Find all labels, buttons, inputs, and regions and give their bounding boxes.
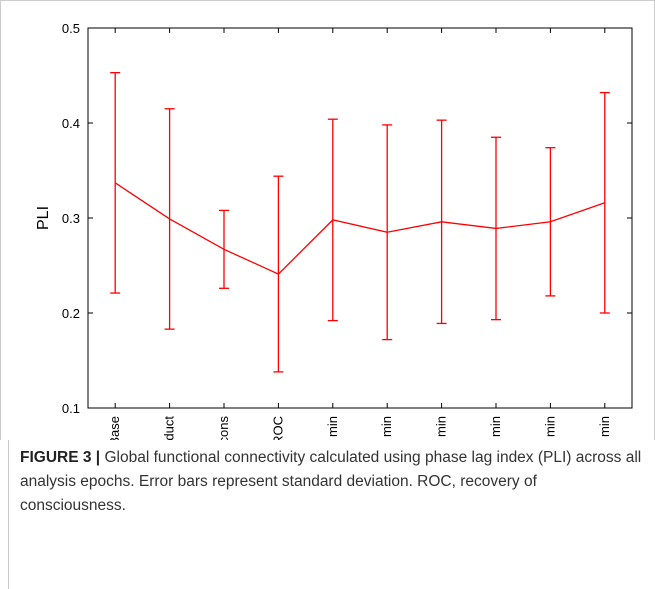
x-tick-label: 180 min: [597, 416, 612, 440]
x-tick-label: 60 min: [379, 416, 394, 440]
error-bar: [436, 119, 447, 325]
chart: PLI 0.1 0.2 0.3 0.4 0.5 Base Induct Uncons Pre-R…: [0, 0, 655, 440]
y-tick-label: 0.2: [62, 306, 80, 321]
x-tick-label: Uncons: [216, 416, 231, 441]
error-bar: [164, 108, 175, 330]
caption-rule: [8, 440, 9, 589]
x-tick-label: 90 min: [434, 416, 449, 440]
y-axis-label: PLI: [35, 206, 52, 230]
error-bar: [219, 209, 229, 289]
y-tick-label: 0.1: [62, 401, 80, 416]
x-tick-label: 30 min: [325, 416, 340, 440]
y-tick-label: 0.4: [62, 116, 80, 131]
x-tick-label: Induct: [162, 416, 177, 440]
error-bar: [110, 72, 121, 294]
x-tick-label: Base: [107, 416, 122, 440]
y-tick-label: 0.3: [62, 211, 80, 226]
error-bar: [327, 118, 338, 322]
y-tick-label: 0.5: [62, 21, 80, 36]
error-bar: [599, 91, 610, 314]
caption: FIGURE 3 | Global functional connectivit…: [20, 446, 645, 518]
x-tick-label: 120 min: [488, 416, 503, 440]
caption-text: Global functional connectivity calculate…: [20, 449, 642, 514]
error-bar: [382, 124, 393, 341]
error-bar: [545, 147, 556, 297]
series-line: [114, 182, 606, 275]
error-bar: [491, 136, 501, 321]
error-bar: [273, 175, 284, 373]
x-tick-label: Pre-ROC: [270, 416, 285, 440]
caption-label: FIGURE 3 |: [20, 449, 101, 466]
x-tick-label: 150 min: [542, 416, 557, 440]
